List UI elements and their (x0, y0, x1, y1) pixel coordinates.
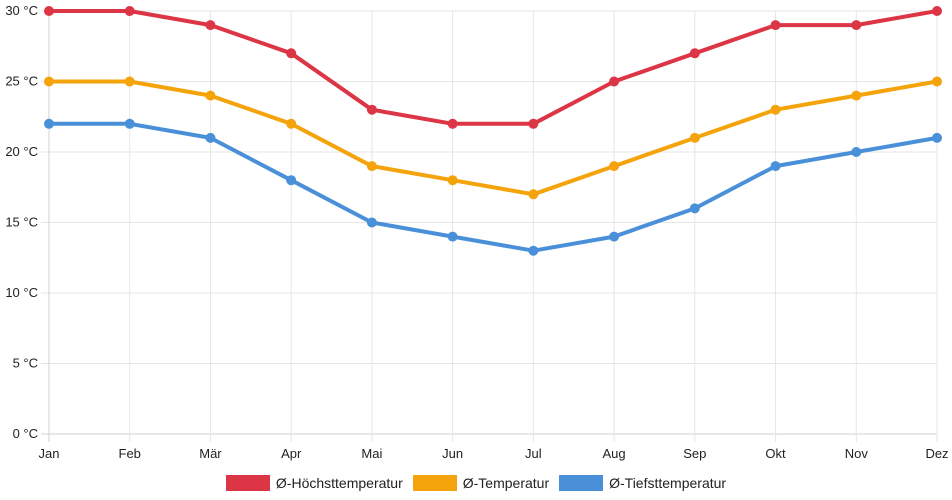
data-point[interactable] (205, 20, 216, 31)
data-point[interactable] (689, 203, 700, 214)
x-tick-label: Apr (281, 446, 302, 461)
data-point[interactable] (609, 161, 620, 172)
data-point[interactable] (609, 231, 620, 242)
y-tick-label: 20 °C (5, 144, 38, 159)
data-point[interactable] (44, 6, 54, 16)
data-point[interactable] (528, 189, 539, 200)
data-point[interactable] (447, 175, 458, 186)
x-tick-label: Mai (361, 446, 382, 461)
series-mean-temperature (44, 76, 942, 200)
legend-item-max-temperature[interactable]: Ø-Höchsttemperatur (225, 475, 403, 491)
legend-label-mean-temperature: Ø-Temperatur (462, 475, 550, 491)
data-point[interactable] (851, 20, 862, 31)
data-point[interactable] (366, 217, 377, 228)
chart-legend: Ø-Höchsttemperatur Ø-Temperatur Ø-Tiefst… (0, 470, 952, 496)
data-point[interactable] (286, 48, 297, 59)
data-point[interactable] (366, 161, 377, 172)
data-point[interactable] (770, 161, 781, 172)
x-tick-label: Feb (119, 446, 141, 461)
series-min-temperature (44, 118, 942, 256)
data-point[interactable] (528, 118, 539, 129)
data-point[interactable] (44, 118, 54, 129)
series-line (47, 9, 939, 126)
data-point[interactable] (609, 76, 620, 87)
data-point[interactable] (689, 132, 700, 143)
x-tick-label: Jul (525, 446, 542, 461)
series-layer (44, 6, 942, 256)
grid-layer (41, 10, 938, 442)
data-point[interactable] (528, 245, 539, 256)
legend-label-min-temperature: Ø-Tiefsttemperatur (609, 475, 727, 491)
data-point[interactable] (124, 6, 135, 16)
data-point[interactable] (770, 20, 781, 31)
x-tick-label: Okt (765, 446, 786, 461)
y-tick-label: 15 °C (5, 215, 38, 230)
data-point[interactable] (124, 118, 135, 129)
y-tick-label: 5 °C (13, 356, 38, 371)
data-point[interactable] (851, 90, 862, 101)
data-point[interactable] (932, 132, 942, 143)
data-point[interactable] (447, 231, 458, 242)
series-line (47, 121, 939, 253)
x-tick-label: Dez (925, 446, 948, 461)
legend-label-max-temperature: Ø-Höchsttemperatur (275, 475, 403, 491)
data-point[interactable] (932, 76, 942, 87)
data-point[interactable] (447, 118, 458, 129)
legend-item-mean-temperature[interactable]: Ø-Temperatur (412, 475, 550, 491)
x-tick-label: Nov (845, 446, 869, 461)
legend-item-min-temperature[interactable]: Ø-Tiefsttemperatur (559, 475, 726, 491)
data-point[interactable] (286, 118, 297, 129)
legend-swatch-mean-temperature (412, 475, 457, 491)
data-point[interactable] (689, 48, 700, 59)
x-tick-label: Jan (39, 446, 60, 461)
x-tick-label: Aug (603, 446, 626, 461)
data-point[interactable] (124, 76, 135, 87)
data-point[interactable] (205, 90, 216, 101)
data-point[interactable] (366, 104, 377, 115)
x-tick-label: Sep (683, 446, 706, 461)
x-tick-label: Jun (442, 446, 463, 461)
x-tick-label: Mär (199, 446, 222, 461)
data-point[interactable] (770, 104, 781, 115)
y-tick-label: 25 °C (5, 74, 38, 89)
series-max-temperature (44, 6, 942, 129)
data-point[interactable] (44, 76, 54, 87)
legend-swatch-min-temperature (559, 475, 604, 491)
data-point[interactable] (205, 132, 216, 143)
y-tick-label: 0 °C (13, 426, 38, 441)
axis-layer: 0 °C 5 °C 10 °C 15 °C 20 °C 25 °C 30 °C Jan Feb M… (5, 3, 948, 461)
y-tick-label: 10 °C (5, 285, 38, 300)
y-tick-label: 30 °C (5, 3, 38, 18)
series-line (47, 79, 939, 197)
data-point[interactable] (851, 147, 862, 157)
data-point[interactable] (932, 6, 942, 16)
data-point[interactable] (286, 175, 297, 186)
legend-swatch-max-temperature (225, 475, 270, 491)
